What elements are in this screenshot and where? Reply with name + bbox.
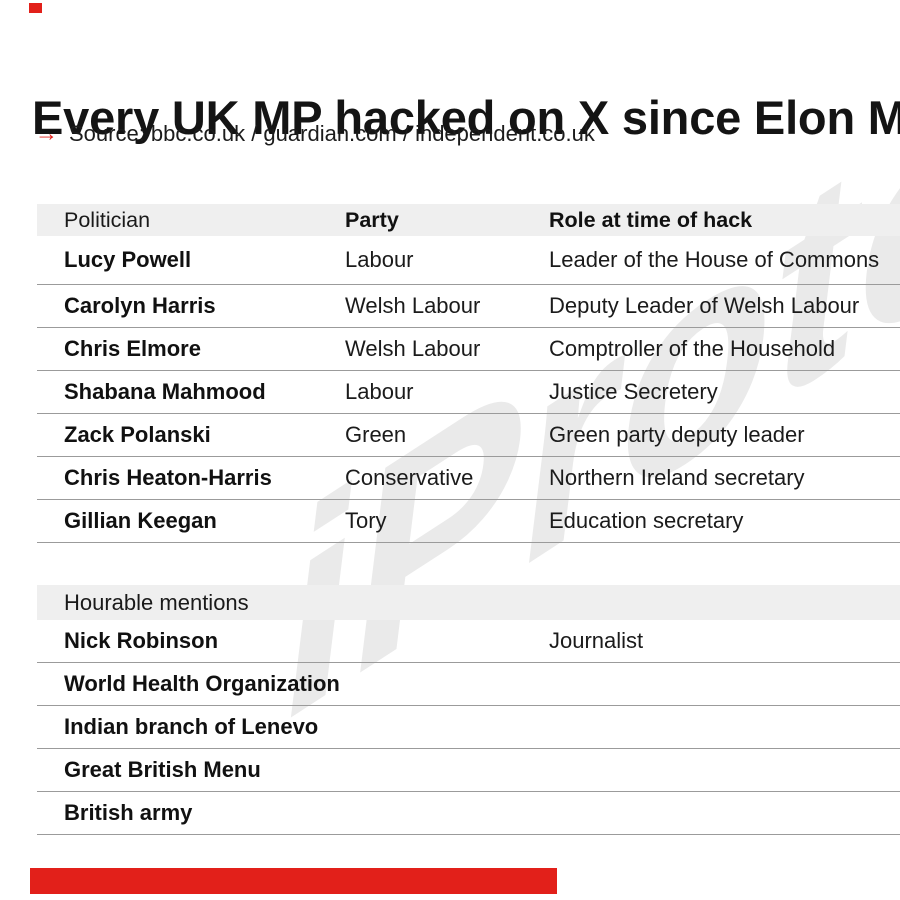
politician-cell: Gillian Keegan — [64, 508, 217, 533]
section-gap — [37, 543, 900, 585]
table-row: Nick Robinson Journalist — [37, 620, 900, 663]
role-cell: Justice Secretery — [549, 379, 718, 404]
table-row: Gillian Keegan Tory Education secretary — [37, 500, 900, 543]
politician-cell: Carolyn Harris — [64, 293, 216, 318]
table-row: Indian branch of Lenevo — [37, 706, 900, 749]
party-cell: Welsh Labour — [345, 293, 481, 318]
page-title: Every UK MP hacked on X since Elon M — [32, 91, 900, 145]
politician-cell: World Health Organization — [64, 671, 340, 696]
table-row: Chris Elmore Welsh Labour Comptroller of t… — [37, 328, 900, 371]
politician-cell: Lucy Powell — [64, 247, 192, 272]
party-cell: Labour — [345, 247, 414, 272]
role-cell: Northern Ireland secretary — [549, 465, 805, 490]
role-cell: Leader of the House of Commons — [549, 247, 880, 272]
table-row: Shabana Mahmood Labour Justice Secretery — [37, 371, 900, 414]
role-cell: Deputy Leader of Welsh Labour — [549, 293, 860, 318]
party-cell: Tory — [345, 508, 387, 533]
top-left-red-mark — [29, 3, 42, 13]
politician-cell: British army — [64, 800, 193, 825]
politician-cell: Great British Menu — [64, 757, 261, 782]
role-cell: Green party deputy leader — [549, 422, 805, 447]
party-cell: Labour — [345, 379, 414, 404]
source-text: Source: bbc.co.uk / guardian.com / indep… — [69, 121, 595, 146]
table-header-row: Politician Party Role at time of hack — [37, 204, 900, 236]
header-politician: Politician — [64, 207, 151, 232]
table-row: World Health Organization — [37, 663, 900, 706]
header-party: Party — [345, 207, 399, 232]
mentions-header-label: Hourable mentions — [64, 589, 249, 615]
arrow-right-icon: → — [35, 120, 58, 146]
politician-cell: Nick Robinson — [64, 628, 219, 653]
mentions-body: Nick Robinson Journalist World Health Orga… — [37, 620, 900, 835]
role-cell: Education secretary — [549, 508, 744, 533]
source-line: → Source: bbc.co.uk / guardian.com / ind… — [35, 120, 595, 147]
mp-table: Politician Party Role at time of hack Lu… — [37, 204, 900, 835]
politician-cell: Indian branch of Lenevo — [64, 714, 319, 739]
party-cell: Welsh Labour — [345, 336, 481, 361]
politician-cell: Chris Elmore — [64, 336, 201, 361]
politician-cell: Zack Polanski — [64, 422, 211, 447]
role-cell: Journalist — [549, 628, 644, 653]
table-row: Carolyn Harris Welsh Labour Deputy Leader … — [37, 285, 900, 328]
table-row: Zack Polanski Green Green party deputy lea… — [37, 414, 900, 457]
header-role: Role at time of hack — [549, 207, 753, 232]
politician-cell: Shabana Mahmood — [64, 379, 266, 404]
table-row: Chris Heaton-Harris Conservative Northern … — [37, 457, 900, 500]
party-cell: Green — [345, 422, 407, 447]
bottom-red-bar — [30, 868, 557, 894]
politician-cell: Chris Heaton-Harris — [64, 465, 272, 490]
role-cell: Comptroller of the Household — [549, 336, 836, 361]
table-body: Lucy Powell Labour Leader of the House of … — [37, 236, 900, 543]
table-row: Lucy Powell Labour Leader of the House of … — [37, 236, 900, 285]
table-row: British army — [37, 792, 900, 835]
party-cell: Conservative — [345, 465, 474, 490]
table-row: Great British Menu — [37, 749, 900, 792]
mentions-header-row: Hourable mentions — [37, 585, 900, 620]
